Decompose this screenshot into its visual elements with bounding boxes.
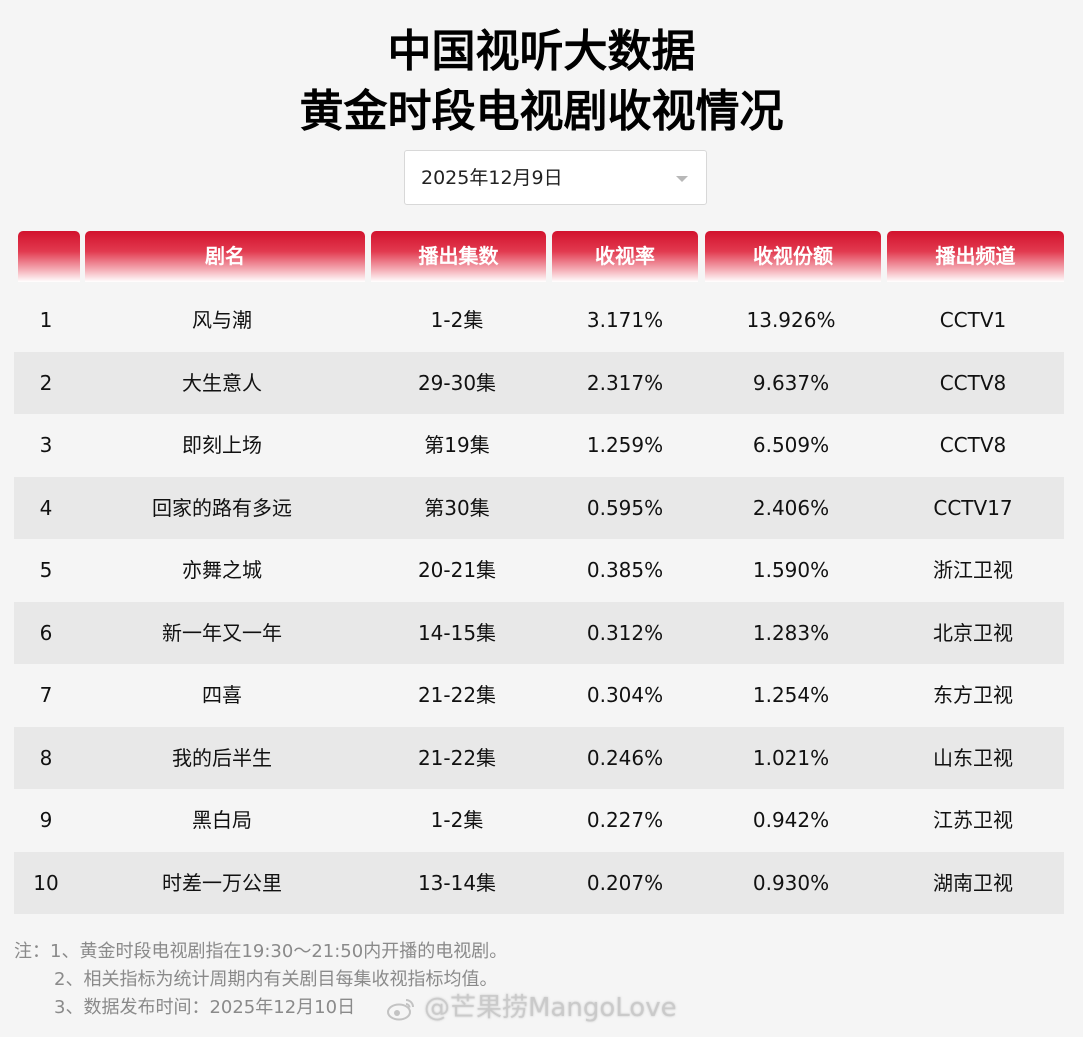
channel-cell: CCTV17 <box>933 495 1013 520</box>
table-body: 1 风与潮 1-2集 3.171% 13.926% CCTV1 2 大生意人 2… <box>14 289 1064 914</box>
share-cell: 1.283% <box>752 620 830 645</box>
header-rating: 收视率 <box>552 231 698 282</box>
table-row: 3 即刻上场 第19集 1.259% 6.509% CCTV8 <box>14 414 1064 477</box>
header-rank <box>18 231 80 282</box>
table-header: 剧名 播出集数 收视率 收视份额 播出频道 <box>18 231 1065 282</box>
title-cell: 亦舞之城 <box>182 558 262 582</box>
share-cell: 1.254% <box>752 683 830 707</box>
title-cell: 我的后半生 <box>172 745 272 770</box>
episodes-cell: 21-22集 <box>417 745 497 770</box>
share-cell: 1.021% <box>752 745 830 770</box>
table-row: 5 亦舞之城 20-21集 0.385% 1.590% 浙江卫视 <box>14 539 1064 602</box>
header-share: 收视份额 <box>705 231 881 282</box>
episodes-cell: 1-2集 <box>430 308 484 332</box>
channel-cell: 江苏卫视 <box>933 808 1013 832</box>
episodes-cell: 14-15集 <box>417 620 497 645</box>
header-episodes: 播出集数 <box>371 231 546 282</box>
rating-cell: 0.385% <box>586 558 664 582</box>
watermark: @芒果捞MangoLove <box>386 990 677 1026</box>
table-row: 4 回家的路有多远 第30集 0.595% 2.406% CCTV17 <box>14 476 1064 539</box>
title-cell: 四喜 <box>202 683 242 707</box>
episodes-cell: 第19集 <box>424 433 490 457</box>
share-cell: 0.930% <box>752 870 830 895</box>
title-cell: 风与潮 <box>192 308 252 332</box>
rank-cell: 2 <box>39 370 53 395</box>
channel-cell: CCTV8 <box>939 370 1007 395</box>
channel-cell: 北京卫视 <box>933 620 1013 645</box>
title-cell: 黑白局 <box>192 808 252 832</box>
rank-cell: 7 <box>39 683 53 707</box>
title-cell: 即刻上场 <box>182 433 262 457</box>
rank-cell: 1 <box>39 308 53 332</box>
table-row: 9 黑白局 1-2集 0.227% 0.942% 江苏卫视 <box>14 789 1064 852</box>
footnote-1: 注：1、黄金时段电视剧指在19:30～21:50内开播的电视剧。 <box>14 941 508 962</box>
header-channel: 播出频道 <box>887 231 1064 282</box>
page-title-line2: 黄金时段电视剧收视情况 <box>299 86 784 137</box>
rank-cell: 9 <box>39 808 53 832</box>
footnote-2: 2、相关指标为统计周期内有关剧目每集收视指标均值。 <box>54 969 498 990</box>
share-cell: 0.942% <box>752 808 830 832</box>
watermark-text: @芒果捞MangoLove <box>424 993 677 1023</box>
footnote-3: 3、数据发布时间：2025年12月10日 <box>54 997 356 1018</box>
date-select-value: 2025年12月9日 <box>421 167 563 189</box>
header-title: 剧名 <box>85 231 365 282</box>
rating-cell: 2.317% <box>586 370 664 395</box>
rank-cell: 6 <box>39 620 53 645</box>
share-cell: 6.509% <box>752 433 830 457</box>
episodes-cell: 13-14集 <box>417 870 497 895</box>
rank-cell: 10 <box>33 870 59 895</box>
channel-cell: CCTV8 <box>939 433 1007 457</box>
channel-cell: CCTV1 <box>939 308 1007 332</box>
episodes-cell: 21-22集 <box>417 683 497 707</box>
table-row: 2 大生意人 29-30集 2.317% 9.637% CCTV8 <box>14 351 1064 414</box>
rating-cell: 0.207% <box>586 870 664 895</box>
rank-cell: 4 <box>39 495 53 520</box>
episodes-cell: 第30集 <box>424 495 490 520</box>
episodes-cell: 29-30集 <box>417 370 497 395</box>
table-row: 8 我的后半生 21-22集 0.246% 1.021% 山东卫视 <box>14 726 1064 789</box>
channel-cell: 浙江卫视 <box>933 558 1013 582</box>
rating-cell: 0.595% <box>586 495 664 520</box>
date-select[interactable]: 2025年12月9日 <box>404 150 707 205</box>
table-row: 7 四喜 21-22集 0.304% 1.254% 东方卫视 <box>14 664 1064 727</box>
rating-cell: 1.259% <box>586 433 664 457</box>
rating-cell: 0.304% <box>586 683 664 707</box>
table-row: 10 时差一万公里 13-14集 0.207% 0.930% 湖南卫视 <box>14 851 1064 914</box>
title-cell: 回家的路有多远 <box>152 495 292 520</box>
rank-cell: 5 <box>39 558 53 582</box>
channel-cell: 山东卫视 <box>933 745 1013 770</box>
weibo-icon <box>387 998 414 1020</box>
share-cell: 13.926% <box>746 308 836 332</box>
title-cell: 新一年又一年 <box>162 620 282 645</box>
page-title-line1: 中国视听大数据 <box>387 26 696 77</box>
share-cell: 1.590% <box>752 558 830 582</box>
channel-cell: 湖南卫视 <box>933 870 1013 895</box>
footnotes: 注：1、黄金时段电视剧指在19:30～21:50内开播的电视剧。 2、相关指标为… <box>14 938 507 1022</box>
rank-cell: 8 <box>39 745 53 770</box>
channel-cell: 东方卫视 <box>933 683 1013 707</box>
share-cell: 2.406% <box>752 495 830 520</box>
episodes-cell: 20-21集 <box>417 558 497 582</box>
rank-cell: 3 <box>39 433 53 457</box>
rating-cell: 0.246% <box>586 745 664 770</box>
rating-cell: 0.312% <box>586 620 664 645</box>
table-row: 1 风与潮 1-2集 3.171% 13.926% CCTV1 <box>14 289 1064 352</box>
title-cell: 大生意人 <box>182 370 262 395</box>
rating-cell: 0.227% <box>586 808 664 832</box>
share-cell: 9.637% <box>752 370 830 395</box>
episodes-cell: 1-2集 <box>430 808 484 832</box>
table-row: 6 新一年又一年 14-15集 0.312% 1.283% 北京卫视 <box>14 601 1064 664</box>
chevron-down-icon[interactable] <box>676 176 688 182</box>
rating-cell: 3.171% <box>586 308 664 332</box>
title-cell: 时差一万公里 <box>162 870 282 895</box>
